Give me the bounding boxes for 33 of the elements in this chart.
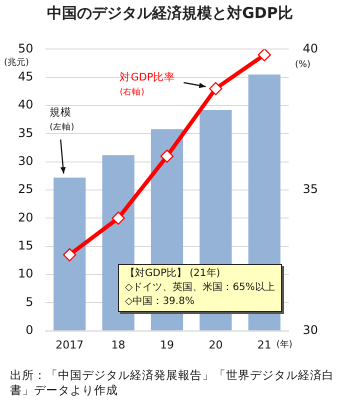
y-tick-label: 30 (18, 154, 34, 168)
y-tick-label: 0 (26, 322, 34, 337)
y-axis-title: (兆元) (4, 57, 30, 68)
y-tick-label: 50 (18, 41, 34, 56)
x-tick-label: 19 (160, 338, 174, 352)
y-tick-label: 35 (18, 126, 34, 140)
y-tick-label: 20 (18, 210, 34, 224)
y-tick-label: 40 (18, 98, 34, 112)
x-tick-label: 18 (111, 338, 126, 352)
y-tick-label: 5 (26, 294, 34, 309)
point (112, 212, 125, 225)
y-tick-label: 15 (18, 238, 34, 252)
text: 規模 (左軸) (50, 106, 74, 133)
chart-title: 中国のデジタル経済規模と対GDP比 (46, 4, 294, 23)
x-tick-label: 2017 (56, 338, 84, 352)
x-tick-label: 21 (257, 338, 272, 352)
y-tick-label: 45 (18, 69, 34, 84)
point (160, 150, 174, 163)
point (258, 49, 271, 62)
point (209, 82, 222, 96)
point (63, 248, 76, 262)
y2-tick-label: 35 (302, 182, 318, 196)
text: 対GDP比率 (右軸) (120, 70, 176, 98)
bar (54, 178, 86, 330)
y-tick-label: 10 (18, 266, 34, 281)
annotation: 【対GDP比】 (21年) ◇ドイツ、英国、米国：65%以上 ◇中国：39.8% (118, 264, 282, 312)
y2-tick-label: 30 (302, 322, 318, 337)
text: 出所：「中国デジタル経済発展報告」「世界デジタル経済白書」データより作成 (10, 368, 335, 398)
y2-tick-label: 40 (302, 41, 318, 56)
y-tick-label: 25 (18, 182, 34, 196)
y2-axis-title: (%) (294, 60, 311, 70)
x-axis-title: (年) (276, 338, 292, 350)
x-tick-label: 20 (208, 338, 223, 352)
